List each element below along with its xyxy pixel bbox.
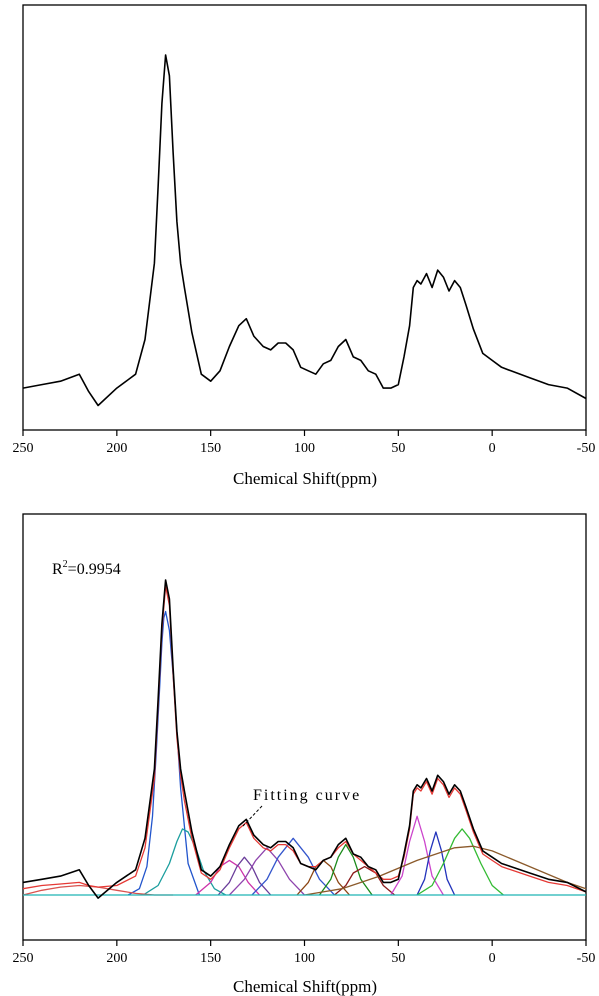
fit-series-line-12 bbox=[416, 831, 456, 896]
plot-frame-top bbox=[22, 4, 587, 431]
fit-series-line-14 bbox=[304, 845, 587, 896]
x-axis-title-top: Chemical Shift(ppm) bbox=[233, 469, 377, 488]
x-tick-label: -50 bbox=[577, 951, 596, 966]
r2-base: R bbox=[52, 561, 63, 578]
r-squared-label: R2=0.9954 bbox=[52, 559, 121, 578]
measured-spectrum-line bbox=[22, 54, 587, 407]
x-tick-label: 50 bbox=[391, 441, 405, 456]
x-tick-label: 100 bbox=[294, 951, 315, 966]
fit-series-line-3 bbox=[142, 828, 227, 896]
x-tick-label: 150 bbox=[200, 951, 221, 966]
x-tick-label: 200 bbox=[106, 951, 127, 966]
measured-spectrum-line bbox=[22, 579, 587, 899]
fit-series-line-7 bbox=[251, 837, 335, 896]
x-tick-label: 250 bbox=[13, 951, 34, 966]
x-tick-label: 150 bbox=[200, 441, 221, 456]
x-tick-label: 250 bbox=[13, 441, 34, 456]
chart-top: 250 200 150 100 50 0 -50 Chemical Shift(ppm) bbox=[13, 4, 596, 488]
chart-bottom: 250 200 150 100 50 0 -50 R2=0.9954 Fitting cur… bbox=[13, 513, 596, 996]
x-tick-label: -50 bbox=[577, 441, 596, 456]
x-tick-label: 100 bbox=[294, 441, 315, 456]
x-axis-title-bottom: Chemical Shift(ppm) bbox=[233, 977, 377, 996]
fitting-curve-pointer bbox=[242, 805, 263, 827]
fit-series-line-6 bbox=[228, 847, 305, 896]
x-tick-label: 200 bbox=[106, 441, 127, 456]
r2-superscript: 2 bbox=[63, 559, 68, 570]
series-group-top bbox=[22, 54, 587, 407]
fit-series-line-1 bbox=[22, 585, 587, 893]
x-tick-label: 50 bbox=[391, 951, 405, 966]
fit-series-line-5 bbox=[217, 856, 272, 896]
fit-series-line-2 bbox=[127, 610, 201, 896]
fit-series-line-4 bbox=[195, 859, 260, 896]
fit-series-line-10 bbox=[334, 865, 396, 896]
r2-value: =0.9954 bbox=[68, 561, 121, 578]
x-tick-label: 0 bbox=[489, 441, 496, 456]
series-group-bottom bbox=[22, 579, 587, 899]
x-ticks-top: 250 200 150 100 50 0 -50 bbox=[13, 430, 596, 456]
x-ticks-bottom: 250 200 150 100 50 0 -50 bbox=[13, 940, 596, 966]
fit-series-line-13 bbox=[416, 828, 504, 896]
fit-series-line-11 bbox=[390, 815, 444, 896]
x-tick-label: 0 bbox=[489, 951, 496, 966]
fitting-curve-label: Fitting curve bbox=[253, 787, 361, 804]
fit-series-line-9 bbox=[318, 843, 373, 896]
